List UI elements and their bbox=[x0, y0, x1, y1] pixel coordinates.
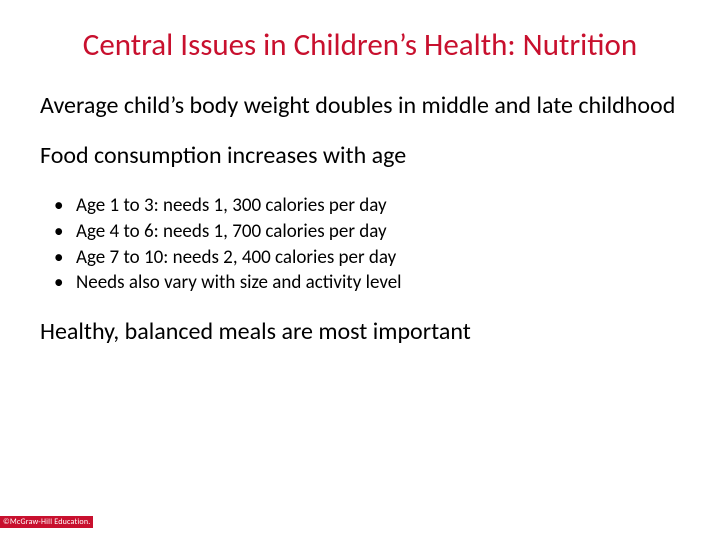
bullet-list: Age 1 to 3: needs 1, 300 calories per da… bbox=[40, 193, 680, 296]
list-item: Age 4 to 6: needs 1, 700 calories per da… bbox=[40, 219, 680, 245]
body-paragraph-2: Food consumption increases with age bbox=[40, 142, 680, 171]
list-item: Needs also vary with size and activity l… bbox=[40, 270, 680, 296]
copyright-footer: ©McGraw-Hill Education. bbox=[0, 516, 93, 528]
body-paragraph-3: Healthy, balanced meals are most importa… bbox=[40, 318, 680, 347]
slide: Central Issues in Children’s Health: Nut… bbox=[0, 0, 720, 540]
slide-title: Central Issues in Children’s Health: Nut… bbox=[70, 28, 650, 64]
list-item: Age 7 to 10: needs 2, 400 calories per d… bbox=[40, 245, 680, 271]
body-paragraph-1: Average child’s body weight doubles in m… bbox=[40, 92, 680, 121]
list-item: Age 1 to 3: needs 1, 300 calories per da… bbox=[40, 193, 680, 219]
